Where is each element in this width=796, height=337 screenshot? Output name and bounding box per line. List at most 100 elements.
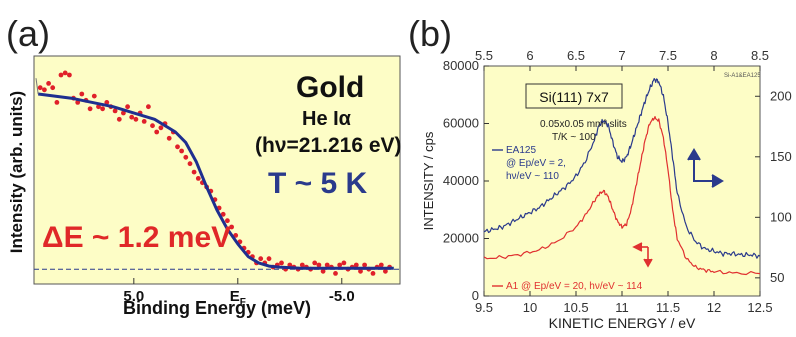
panel-b-label: (b) bbox=[408, 13, 452, 54]
panel-b-right-tick-label: 200 bbox=[770, 88, 792, 103]
panel-b-right-tick-label: 150 bbox=[770, 149, 792, 164]
panel-a-data-point bbox=[333, 271, 338, 276]
panel-b-bottom-tick-label: 10.5 bbox=[563, 300, 588, 315]
panel-a-data-point bbox=[220, 211, 226, 217]
panel-a-data-point bbox=[191, 169, 197, 175]
panel-a-data-point bbox=[112, 108, 118, 114]
panel-a-data-point bbox=[121, 110, 126, 116]
panel-a-data-point bbox=[79, 91, 85, 97]
figure-tag: Si-A1&EA125 bbox=[724, 73, 761, 79]
panel-a-label: (a) bbox=[6, 13, 50, 54]
panel-a-data-point bbox=[154, 129, 160, 135]
panel-b-top-tick-label: 8.5 bbox=[751, 48, 769, 63]
panel-a-resolution-label: ΔE ~ 1.2 meV bbox=[42, 221, 231, 254]
panel-b-series bbox=[483, 78, 761, 276]
ea125-legend-line-3: hν/eV ~ 110 bbox=[506, 171, 559, 182]
panel-a-data-point bbox=[362, 262, 367, 268]
panel-a-data-point bbox=[183, 154, 189, 160]
panel-a-data-point bbox=[67, 72, 72, 78]
panel-b-left-tick-label: 20000 bbox=[443, 231, 479, 246]
panel-a-data-point bbox=[370, 271, 376, 276]
ea125-legend-line-1: EA125 bbox=[506, 145, 536, 156]
ea125-spectrum-line bbox=[483, 78, 761, 259]
panel-b-right-tick-label: 50 bbox=[770, 270, 784, 285]
panel-b-bottom-tick-label: 12.5 bbox=[747, 300, 772, 315]
panel-a-data-point bbox=[324, 262, 330, 268]
panel-a-data-point bbox=[312, 260, 318, 266]
panel-a-data-point bbox=[187, 161, 193, 167]
panel-b-bottom-tick-label: 11 bbox=[615, 300, 629, 315]
panel-a-photon-label: (hν=21.216 eV) bbox=[255, 134, 402, 157]
panel-a-data-point bbox=[150, 123, 155, 129]
panel-a-data-point bbox=[166, 135, 172, 141]
panel-a-data-point bbox=[133, 116, 139, 122]
panel-a-data-point bbox=[125, 104, 130, 110]
panel-a-data-point bbox=[378, 262, 384, 268]
panel-b-bottom-tick-label: 11.5 bbox=[656, 300, 680, 315]
panel-b-top-tick-label: 7.5 bbox=[659, 48, 677, 63]
panel-a-data-point bbox=[62, 70, 68, 76]
panel-b-left-tick-label: 60000 bbox=[443, 116, 479, 131]
panel-a-data-point bbox=[299, 262, 305, 268]
panel-b-left-tick-label: 80000 bbox=[443, 58, 479, 73]
panel-a-sample-label: Gold bbox=[296, 71, 364, 104]
panel-a-data-point bbox=[129, 114, 135, 120]
panel-a-data-point bbox=[37, 85, 43, 91]
panel-a-data-point bbox=[353, 262, 359, 268]
panel-a-data-point bbox=[50, 85, 56, 91]
panel-b-bottom-tick-label: 12 bbox=[707, 300, 721, 315]
panel-a-data-point bbox=[91, 93, 97, 99]
panel-a-data-point bbox=[225, 218, 230, 224]
panel-a-data-point bbox=[266, 256, 272, 262]
panel-a-data-point bbox=[341, 260, 347, 266]
panel-a-data-point bbox=[195, 176, 201, 181]
panel-a-data-point bbox=[258, 256, 264, 262]
panel-a-data-point bbox=[87, 106, 93, 112]
panel-b-top-tick-label: 8 bbox=[710, 48, 717, 63]
panel-b-top-tick-label: 5.5 bbox=[475, 48, 493, 63]
panel-a-temperature-label: T ~ 5 K bbox=[268, 167, 368, 200]
panel-a-data-point bbox=[337, 262, 343, 268]
panel-a-x-tick-label: 5.0 bbox=[123, 288, 144, 305]
panel-a-fit-line bbox=[38, 92, 394, 270]
panel-a-data-point bbox=[104, 100, 110, 105]
panel-b-ticks: 9.5 10 10.5 11 11.5 12 12.5 5.5 6 6.5 7 7.5 8 8.5 0 200… bbox=[443, 48, 792, 315]
panel-b-chart: 9.5 10 10.5 11 11.5 12 12.5 5.5 6 6.5 7 7.5 8 8.5 0 200… bbox=[421, 48, 792, 331]
panel-a-data-point bbox=[179, 148, 185, 154]
a1-axis-arrow bbox=[632, 242, 653, 268]
a1-spectrum-line bbox=[483, 116, 761, 276]
panel-b-left-tick-label: 0 bbox=[472, 288, 479, 303]
a1-legend-label: A1 @ Ep/eV = 20, hν/eV ~ 114 bbox=[506, 281, 643, 292]
panel-a-y-axis-label: Intensity (arb. units) bbox=[7, 91, 26, 253]
panel-b-top-tick-label: 6.5 bbox=[567, 48, 585, 63]
ea125-axis-arrow bbox=[687, 148, 724, 188]
panel-a-data-point bbox=[46, 81, 51, 86]
panel-a-data-point bbox=[141, 119, 147, 124]
panel-a-data-point bbox=[383, 268, 388, 274]
temperature-note: T/K ~ 100 bbox=[552, 132, 596, 143]
panel-a-data-point bbox=[58, 72, 64, 78]
panel-a-fit-tail bbox=[35, 78, 39, 95]
panel-a-fit-curve bbox=[35, 78, 394, 270]
panel-b-x-axis-label: KINETIC ENERGY / eV bbox=[549, 315, 696, 331]
panel-a-data-point bbox=[42, 87, 47, 93]
panel-a-data-point bbox=[100, 106, 105, 112]
panel-a-data-point bbox=[54, 100, 60, 105]
sample-box bbox=[525, 83, 623, 109]
panel-b-y-axis-label: INTENSITY / cps bbox=[421, 131, 436, 230]
panel-a-data-point bbox=[316, 262, 322, 268]
sample-box-label: Si(111) 7x7 bbox=[539, 89, 609, 105]
panel-a-data-point bbox=[175, 144, 180, 150]
panel-b-right-tick-label: 100 bbox=[770, 209, 792, 224]
slits-note: 0.05x0.05 mm² slits bbox=[540, 119, 627, 130]
panel-a-data-point bbox=[279, 260, 284, 266]
panel-b-top-tick-label: 6 bbox=[526, 48, 533, 63]
panel-a-data-point bbox=[146, 104, 151, 110]
panel-a-data-point bbox=[116, 116, 122, 122]
panel-b-top-tick-label: 7 bbox=[618, 48, 625, 63]
panel-a-x-axis-label: Binding Energy (meV) bbox=[123, 298, 311, 318]
panel-a-data-point bbox=[320, 268, 326, 274]
panel-a-data-point bbox=[158, 125, 164, 131]
panel-a-x-tick-label: -5.0 bbox=[329, 288, 355, 305]
